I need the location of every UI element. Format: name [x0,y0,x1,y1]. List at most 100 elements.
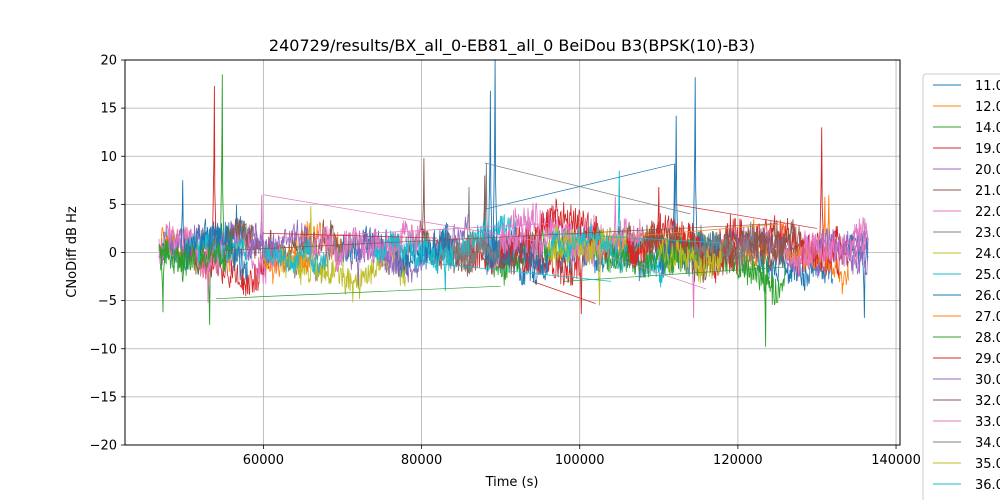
series-spike [160,254,166,313]
series-19.0 [183,85,841,315]
series-spike [597,252,602,306]
y-tick-label: −5 [98,294,117,309]
chart-title: 240729/results/BX_all_0-EB81_all_0 BeiDo… [269,36,755,56]
series-spike [219,74,225,256]
connector-line [532,281,596,304]
series-spike [466,186,472,248]
y-tick-label: 10 [100,150,117,165]
x-tick-label: 140000 [871,453,921,468]
series-line [753,219,802,259]
series-spike [763,255,768,347]
series-line [452,236,501,272]
connector-line [674,204,818,229]
series-33.0 [310,196,869,278]
y-tick-label: 0 [109,246,117,261]
y-tick-label: −20 [90,439,117,454]
legend-label: 21.0 [975,184,1000,199]
legend-label: 19.0 [975,142,1000,157]
legend-label: 24.0 [975,247,1000,262]
series-spike [673,115,679,250]
connector-line [263,194,549,244]
legend-label: 14.0 [975,121,1000,136]
legend-label: 23.0 [975,226,1000,241]
legend-label: 11.0 [975,79,1000,94]
series-14.0 [158,74,786,347]
legend-label: 35.0 [975,457,1000,472]
series-spike [492,60,498,250]
legend-label: 34.0 [975,436,1000,451]
series-spike [578,247,584,315]
legend-label: 12.0 [975,100,1000,115]
series-spike [421,158,427,247]
series-spike [355,248,361,287]
y-tick-label: 20 [100,54,117,69]
y-tick-label: 15 [100,102,117,117]
series-spike [180,180,186,250]
series-line [690,231,754,264]
y-tick-label: −15 [90,390,117,405]
legend-label: 25.0 [975,268,1000,283]
legend-entry: 26.0 [933,289,1000,304]
y-tick-label: 5 [109,198,117,213]
x-tick-label: 120000 [713,453,763,468]
legend-entry: 28.0 [933,331,1000,346]
legend-label: 22.0 [975,205,1000,220]
legend-entry: 33.0 [933,415,1000,430]
legend-entry: 30.0 [933,373,1000,388]
legend-label: 32.0 [975,394,1000,409]
legend-box [922,73,1000,504]
series-line [373,230,454,275]
legend-entry: 32.0 [933,394,1000,409]
x-tick-label: 60000 [243,453,284,468]
legend-label: 27.0 [975,310,1000,325]
y-tick-label: −10 [90,342,117,357]
series-spike [483,162,489,250]
legend-label: 29.0 [975,352,1000,367]
legend-entry: 29.0 [933,352,1000,367]
legend-entry: 14.0 [933,121,1000,136]
legend-entry: 34.0 [933,436,1000,451]
legend-entry: 35.0 [933,457,1000,472]
series-line [658,236,723,284]
series-34.0 [452,186,754,272]
series-spike [487,90,493,250]
series-spike [819,127,825,248]
series-spike [692,77,698,250]
connector-line [263,232,438,239]
series-line [263,239,327,275]
connector-line [215,285,501,300]
legend-entry: 21.0 [933,184,1000,199]
x-axis-label: Time (s) [485,475,539,490]
legend-entry: 20.0 [933,163,1000,178]
series-line [500,217,612,267]
connector-line [279,223,549,239]
connector-line [223,223,778,251]
connector-line [548,232,723,244]
legend-label: 33.0 [975,415,1000,430]
series-spike [612,196,618,249]
connector-line [611,223,786,239]
series-32.0 [642,219,802,283]
legend-entry: 24.0 [933,247,1000,262]
series-line [642,224,738,283]
x-tick-label: 80000 [401,453,442,468]
connector-line [611,256,707,290]
legend-entry: 25.0 [933,268,1000,283]
series-line [484,226,549,281]
legend-label: 26.0 [975,289,1000,304]
legend-entry: 27.0 [933,310,1000,325]
connector-line [484,162,691,215]
axes: 60000 80000 100000 120000 140000 −20 −15 −10 −5 0… [90,54,921,469]
legend-entry: 36.0 [933,478,1000,493]
legend-entry: 19.0 [933,142,1000,157]
series-group [158,60,869,347]
legend-label: 28.0 [975,331,1000,346]
series-line [247,219,312,263]
series-line [784,222,869,278]
series-spike [308,206,314,253]
x-tick-label: 100000 [555,453,605,468]
legend-entry: 23.0 [933,226,1000,241]
y-axis-label: CNoDiff dB Hz [65,206,80,298]
connector-line [563,266,786,282]
